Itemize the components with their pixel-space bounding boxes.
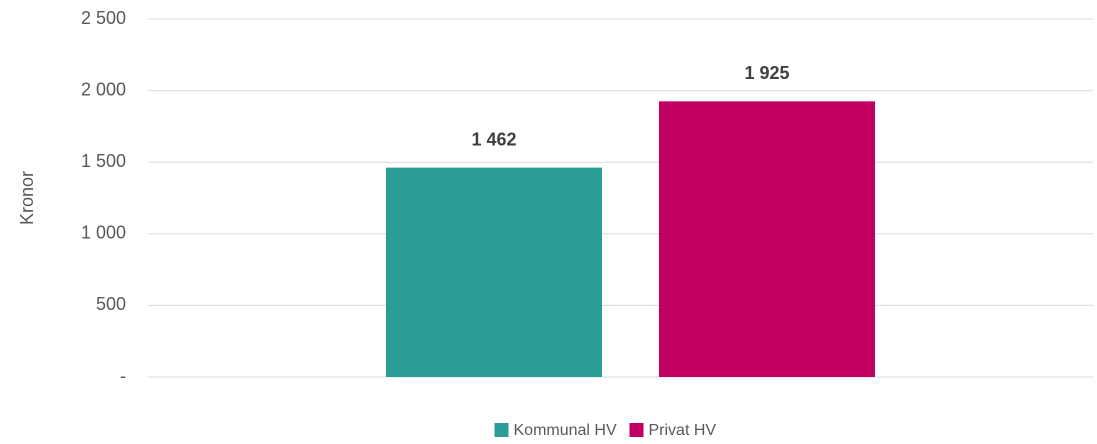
- legend-label: Privat HV: [649, 422, 717, 439]
- y-tick-label: -: [120, 366, 126, 386]
- y-tick-label: 2 000: [81, 79, 126, 99]
- y-tick-label: 1 000: [81, 223, 126, 243]
- legend-swatch: [494, 423, 509, 437]
- y-tick-label: 2 500: [81, 8, 126, 28]
- legend-label: Kommunal HV: [514, 422, 617, 439]
- bar: [386, 167, 602, 377]
- y-tick-label: 1 500: [81, 151, 126, 171]
- y-axis-label: Kronor: [17, 171, 37, 225]
- y-tick-label: 500: [96, 294, 126, 314]
- bar: [659, 101, 875, 377]
- legend-swatch: [629, 423, 644, 437]
- value-label: 1 925: [744, 63, 789, 83]
- value-label: 1 462: [471, 129, 516, 149]
